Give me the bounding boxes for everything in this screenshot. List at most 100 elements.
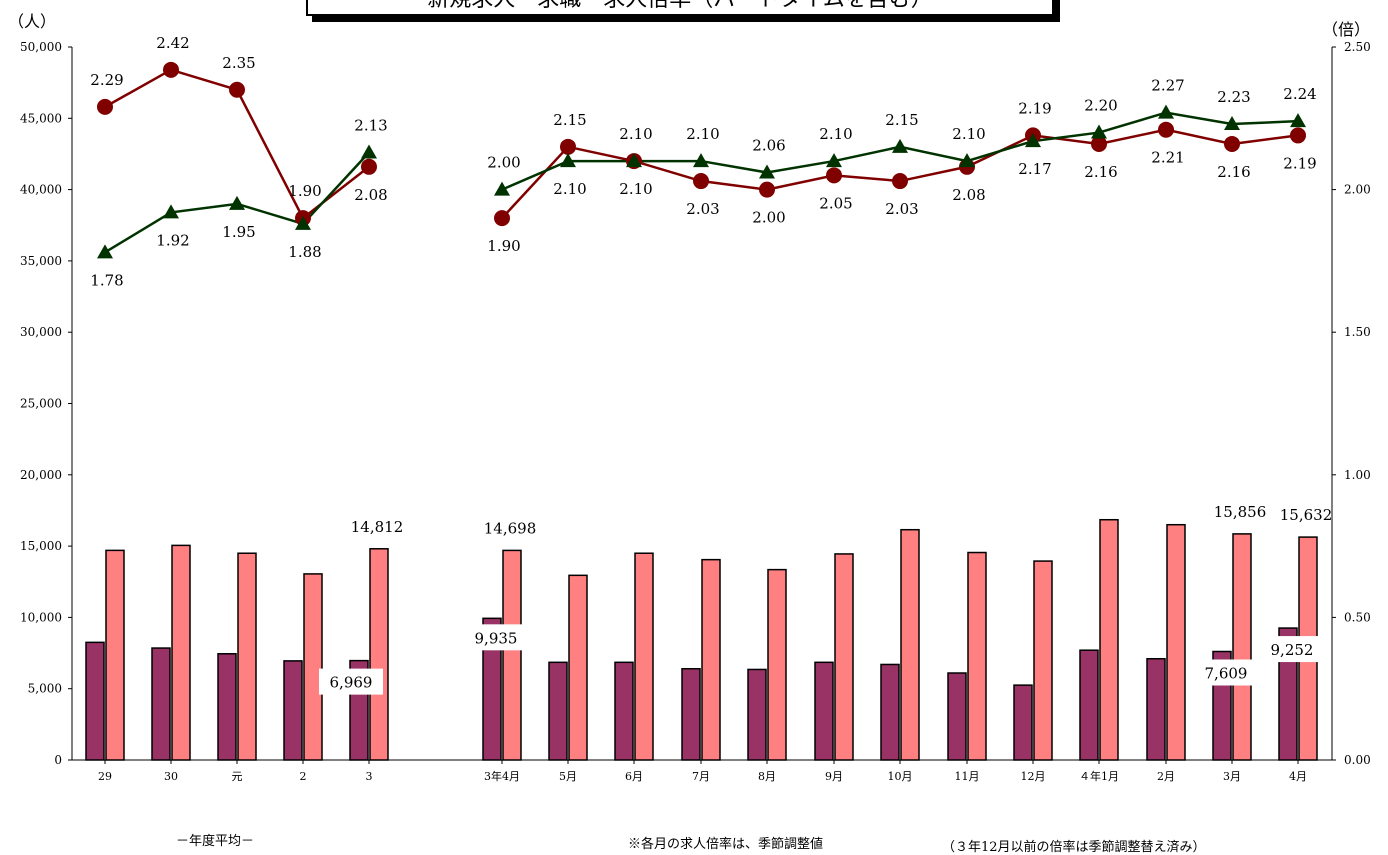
green-point-label: 2.10 (553, 180, 586, 198)
red-point (361, 158, 377, 175)
bar-dark (880, 663, 900, 761)
red-point (229, 81, 245, 98)
left-tick-label: 50,000 (20, 40, 62, 54)
left-tick-label: 25,000 (20, 397, 62, 411)
bar-dark (1146, 658, 1166, 761)
x-tick-label: 6月 (625, 770, 643, 783)
green-point-label: 2.10 (619, 180, 652, 198)
red-point-label: 1.90 (487, 237, 520, 255)
x-tick-label: 5月 (559, 770, 577, 783)
green-point (626, 153, 642, 168)
red-point (97, 98, 113, 115)
right-tick-label: 2.00 (1344, 183, 1371, 197)
green-point (560, 153, 576, 168)
bar-dark (681, 667, 701, 761)
red-point (693, 173, 709, 190)
left-tick-label: 15,000 (20, 539, 62, 553)
bar-light (767, 568, 787, 761)
bar-dark-label-bg (464, 624, 528, 651)
x-tick-label: 29 (98, 770, 112, 783)
bar-light (1166, 523, 1186, 761)
green-point-label: 1.78 (90, 271, 123, 289)
left-tick-label: 35,000 (20, 254, 62, 268)
red-point (560, 138, 576, 155)
bar-light-label: 15,632 (1280, 506, 1333, 524)
bar-dark (283, 660, 303, 761)
red-point (826, 167, 842, 184)
left-axis-unit: （人） (8, 12, 57, 31)
bar-light (1099, 518, 1119, 761)
red-point (1158, 121, 1174, 138)
x-tick-label: 3年4月 (484, 769, 520, 783)
green-point (693, 153, 709, 168)
green-point-label: 2.20 (1084, 97, 1117, 115)
x-tick-label: 2 (300, 770, 307, 783)
bar-dark (614, 661, 634, 761)
bar-light-label: 14,698 (484, 519, 537, 537)
bar-dark (85, 641, 105, 761)
bar-light (303, 573, 323, 761)
bar-dark (814, 661, 834, 761)
red-point (759, 181, 775, 198)
left-tick-label: 5,000 (28, 682, 62, 696)
red-point (1290, 127, 1306, 144)
bar-dark (747, 668, 767, 761)
green-point-label: 2.13 (354, 117, 387, 135)
left-tick-label: 0 (54, 753, 62, 767)
green-point (959, 153, 975, 168)
red-point-label: 2.29 (90, 71, 123, 89)
x-tick-label: 11月 (955, 770, 980, 783)
bar-light (171, 544, 191, 761)
red-point-label: 2.08 (354, 186, 387, 204)
bar-dark (151, 647, 171, 761)
right-tick-label: 0.00 (1344, 753, 1371, 767)
x-tick-label: 3 (366, 770, 373, 783)
bar-light (834, 553, 854, 761)
x-tick-label: 2月 (1157, 770, 1175, 783)
red-point (1091, 135, 1107, 152)
left-tick-label: 20,000 (20, 468, 62, 482)
x-tick-label: 7月 (692, 770, 710, 783)
bar-dark-label: 6,969 (330, 674, 373, 692)
right-tick-label: 2.50 (1344, 40, 1371, 54)
red-point (892, 173, 908, 190)
green-point-label: 2.10 (686, 125, 719, 143)
green-point-label: 2.10 (952, 125, 985, 143)
bar-dark-label-bg (1194, 659, 1258, 686)
green-point-label: 2.15 (885, 111, 918, 129)
bar-dark-label: 9,935 (475, 629, 518, 647)
right-tick-label: 0.50 (1344, 610, 1371, 624)
green-point (1091, 124, 1107, 139)
red-point-label: 2.16 (1217, 163, 1250, 181)
green-point (361, 144, 377, 159)
x-tick-label: 12月 (1021, 770, 1046, 783)
green-point-label: 2.00 (487, 154, 520, 172)
x-tick-label: 元 (232, 770, 243, 783)
green-point (295, 215, 311, 230)
bar-light (502, 549, 522, 761)
right-tick-label: 1.00 (1344, 468, 1371, 482)
green-point-label: 1.95 (222, 223, 255, 241)
left-tick-label: 40,000 (20, 183, 62, 197)
red-point-label: 2.16 (1084, 163, 1117, 181)
green-point-label: 2.24 (1283, 85, 1316, 103)
red-point (494, 210, 510, 227)
seasonal-note: ※各月の求人倍率は、季節調整値 (628, 837, 824, 852)
red-point-label: 2.19 (1018, 99, 1051, 117)
bar-light (237, 552, 257, 761)
x-tick-label: 10月 (888, 770, 913, 783)
red-point-label: 2.15 (553, 111, 586, 129)
bar-dark-label-bg (1260, 636, 1324, 663)
bar-dark (947, 672, 967, 761)
green-point (1158, 104, 1174, 119)
red-point-label: 2.00 (752, 209, 785, 227)
red-point-label: 2.05 (819, 194, 852, 212)
green-point-label: 2.27 (1151, 77, 1184, 95)
seasonal-revision-note: （３年12月以前の倍率は季節調整替え済み） (942, 840, 1206, 855)
green-point-label: 2.23 (1217, 88, 1250, 106)
right-axis-unit: （倍） (1322, 20, 1371, 39)
x-tick-label: ４年1月 (1079, 769, 1119, 783)
green-point (1025, 133, 1041, 148)
red-point-label: 2.10 (619, 125, 652, 143)
